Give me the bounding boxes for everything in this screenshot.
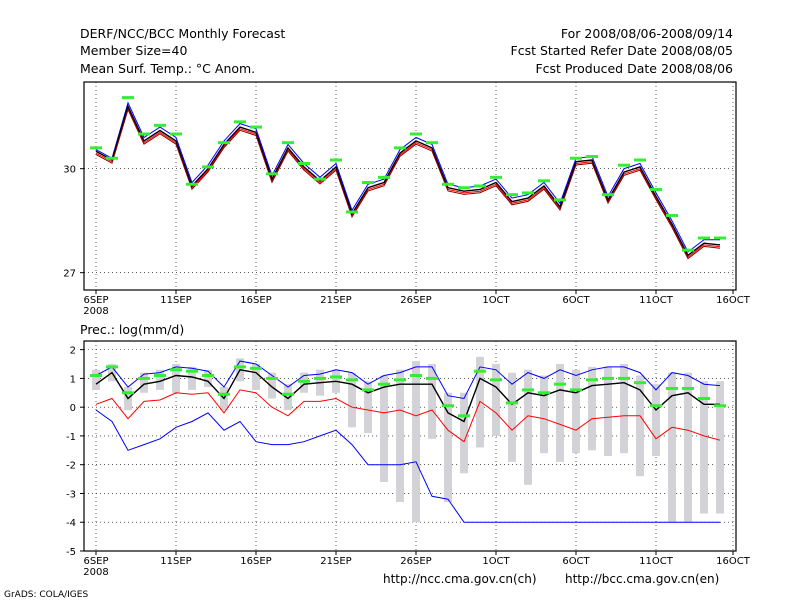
x-tick-label: 26SEP [400, 295, 431, 306]
spread-bar [668, 372, 676, 523]
y-tick-label: 1 [70, 374, 76, 385]
spread-bar [188, 366, 196, 390]
spread-bar [140, 372, 148, 393]
spread-bar [252, 364, 260, 390]
spread-bar [284, 384, 292, 411]
spread-bar [444, 392, 452, 503]
spread-bar [268, 372, 276, 399]
precip-panel-title: Prec.: log(mm/d) [80, 322, 184, 337]
spread-bar [508, 372, 516, 462]
spread-bar [652, 384, 660, 457]
x-tick-label: 21SEP [320, 295, 351, 306]
ncc-url[interactable]: http://ncc.cma.gov.cn(ch) [383, 572, 537, 586]
spread-bar [428, 364, 436, 439]
lower-shadow-line [95, 108, 721, 260]
spread-bar [412, 361, 420, 523]
x-year-label: 2008 [83, 567, 108, 578]
upper-line [95, 101, 720, 253]
bcc-url[interactable]: http://bcc.cma.gov.cn(en) [565, 572, 719, 586]
forecast-period: For 2008/08/06-2008/09/14 [561, 26, 733, 41]
x-tick-label: 26SEP [400, 556, 431, 567]
x-tick-label: 11OCT [639, 295, 674, 306]
spread-bar [716, 381, 724, 514]
x-tick-label: 11SEP [160, 556, 191, 567]
spread-bar [540, 375, 548, 454]
spread-bar [156, 369, 164, 390]
x-tick-label: 16OCT [716, 295, 751, 306]
mean-line [95, 104, 721, 257]
spread-bar [572, 369, 580, 454]
y-tick-label: 0 [70, 403, 76, 414]
y-tick-label: -1 [66, 432, 76, 443]
fcst-started-date: Fcst Started Refer Date 2008/08/05 [511, 43, 734, 58]
spread-bar [204, 369, 212, 388]
x-tick-label: 6SEP [83, 295, 108, 306]
temperature-panel: 27 30 6SEP 11SEP 16SEP 21SEP 26SEP 1OCT 6OCT 11O… [63, 81, 751, 317]
variable-label: Mean Surf. Temp.: °C Anom. [80, 61, 255, 76]
x-tick-label: 11SEP [160, 295, 191, 306]
temperature-series [95, 101, 721, 260]
y-tick-label: -3 [66, 489, 76, 500]
spread-bar [636, 375, 644, 477]
precip-bars [92, 356, 724, 523]
mean-line [95, 369, 720, 423]
x-tick-label: 1OCT [482, 295, 510, 306]
x-tick-label: 11OCT [639, 556, 674, 567]
x-tick-label: 6OCT [562, 295, 590, 306]
temperature-panel-frame [83, 81, 737, 291]
y-tick-label: -4 [66, 518, 76, 529]
x-tick-label: 16SEP [240, 556, 271, 567]
x-tick-label: 21SEP [320, 556, 351, 567]
spread-bar [524, 369, 532, 485]
precip-x-axis: 6SEP 11SEP 16SEP 21SEP 26SEP 1OCT 6OCT 11OCT 16O… [83, 551, 751, 578]
spread-bar [364, 381, 372, 434]
x-tick-label: 16OCT [716, 556, 751, 567]
y-tick-label: -5 [66, 547, 76, 558]
spread-bar [460, 392, 468, 474]
lower-line [95, 106, 721, 258]
spread-bar [172, 364, 180, 393]
spread-bar [396, 369, 404, 503]
temperature-grid [84, 82, 736, 290]
x-tick-label: 1OCT [482, 556, 510, 567]
y-tick-label: -2 [66, 461, 76, 472]
spread-bar [684, 372, 692, 523]
spread-bar [604, 366, 612, 457]
spread-bar [92, 369, 100, 390]
x-tick-label: 16SEP [240, 295, 271, 306]
x-tick-label: 6SEP [83, 556, 108, 567]
y-tick-label: 2 [70, 346, 76, 357]
spread-bar [348, 372, 356, 428]
temperature-markers [90, 96, 726, 252]
temperature-x-axis: 6SEP 11SEP 16SEP 21SEP 26SEP 1OCT 6OCT 11OCT 16O… [83, 290, 751, 317]
upper-line [95, 360, 721, 400]
member-size: Member Size=40 [80, 43, 187, 58]
spread-bar [620, 364, 628, 454]
temperature-y-axis: 27 30 [63, 165, 84, 280]
y-tick-label: 27 [63, 269, 76, 280]
precip-markers [90, 365, 726, 418]
spread-bar [492, 364, 500, 436]
spread-bar [556, 364, 564, 462]
figure-title: DERF/NCC/BCC Monthly Forecast [80, 26, 285, 41]
spread-bar [380, 375, 388, 482]
precip-panel-frame [83, 340, 737, 552]
grads-credit: GrADS: COLA/IGES [4, 590, 88, 600]
x-tick-label: 6OCT [562, 556, 590, 567]
precip-y-axis: -5 -4 -3 -2 -1 0 1 2 [66, 346, 84, 558]
spread-bar [700, 381, 708, 514]
precipitation-panel: -5 -4 -3 -2 -1 0 1 2 6SEP 11SEP 16SEP 21SEP 26SEP 1O… [66, 340, 751, 578]
min-line [95, 409, 720, 523]
spread-bar [588, 366, 596, 451]
fcst-produced-date: Fcst Produced Date 2008/08/06 [535, 61, 733, 76]
x-year-label: 2008 [83, 306, 108, 317]
precip-series [95, 360, 721, 523]
lower-line [95, 389, 721, 443]
y-tick-label: 30 [63, 165, 76, 176]
